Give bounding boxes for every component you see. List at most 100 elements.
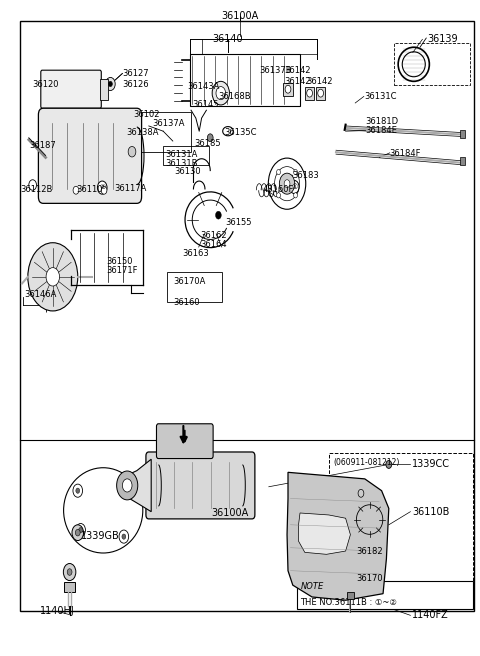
Text: 36184F: 36184F bbox=[390, 149, 421, 158]
Text: 36142: 36142 bbox=[285, 66, 311, 75]
Circle shape bbox=[108, 81, 112, 87]
Circle shape bbox=[117, 471, 138, 500]
Text: 36146A: 36146A bbox=[24, 290, 56, 299]
Circle shape bbox=[97, 181, 107, 194]
Text: 1339GB: 1339GB bbox=[81, 531, 120, 541]
Text: 36137B: 36137B bbox=[259, 66, 292, 75]
Text: 36110: 36110 bbox=[76, 185, 102, 194]
Text: 36127: 36127 bbox=[122, 69, 149, 78]
Bar bbox=[64, 582, 75, 592]
Circle shape bbox=[67, 569, 72, 575]
Polygon shape bbox=[120, 459, 151, 512]
Polygon shape bbox=[299, 513, 350, 554]
Circle shape bbox=[284, 180, 290, 188]
Circle shape bbox=[294, 193, 298, 198]
Circle shape bbox=[75, 529, 80, 536]
Text: 36131C: 36131C bbox=[364, 92, 396, 101]
Bar bbox=[190, 54, 300, 106]
Text: 36131B: 36131B bbox=[166, 159, 198, 168]
Circle shape bbox=[73, 186, 79, 194]
Text: 36139: 36139 bbox=[427, 34, 458, 44]
Circle shape bbox=[128, 146, 136, 157]
Circle shape bbox=[122, 479, 132, 492]
Text: 36100A: 36100A bbox=[221, 11, 259, 21]
Text: 36110B: 36110B bbox=[412, 506, 449, 517]
Bar bbox=[167, 272, 222, 302]
Text: 36117A: 36117A bbox=[114, 184, 146, 193]
Circle shape bbox=[79, 527, 83, 533]
Text: 1140HJ: 1140HJ bbox=[40, 606, 75, 617]
Text: 36112B: 36112B bbox=[20, 185, 52, 194]
Bar bbox=[100, 79, 108, 100]
Bar bbox=[163, 146, 209, 165]
FancyBboxPatch shape bbox=[156, 424, 213, 459]
Text: 36137A: 36137A bbox=[153, 119, 185, 129]
Text: 36142: 36142 bbox=[285, 77, 311, 86]
Circle shape bbox=[279, 173, 295, 194]
Circle shape bbox=[386, 461, 392, 468]
Text: ①: ① bbox=[291, 184, 298, 190]
Circle shape bbox=[101, 186, 107, 194]
Circle shape bbox=[276, 193, 280, 198]
FancyBboxPatch shape bbox=[38, 108, 142, 203]
Circle shape bbox=[358, 489, 364, 497]
Circle shape bbox=[106, 77, 115, 91]
Circle shape bbox=[119, 530, 129, 543]
Circle shape bbox=[285, 85, 291, 93]
Text: 36102: 36102 bbox=[133, 110, 160, 119]
Text: 1339CC: 1339CC bbox=[412, 459, 450, 469]
Bar bbox=[283, 83, 293, 96]
Circle shape bbox=[207, 134, 213, 142]
Text: 36187: 36187 bbox=[29, 141, 56, 150]
Text: 36126: 36126 bbox=[122, 80, 149, 89]
Circle shape bbox=[72, 525, 84, 541]
Text: 43160F: 43160F bbox=[263, 185, 294, 194]
Text: 36168B: 36168B bbox=[218, 92, 251, 101]
Bar bbox=[297, 581, 473, 609]
Circle shape bbox=[212, 81, 229, 105]
Text: 36184E: 36184E bbox=[366, 126, 397, 135]
Text: 36164: 36164 bbox=[201, 240, 227, 249]
Circle shape bbox=[76, 523, 85, 537]
Circle shape bbox=[307, 89, 312, 97]
FancyBboxPatch shape bbox=[41, 70, 101, 108]
Text: 36140: 36140 bbox=[213, 34, 243, 44]
Text: 1140FZ: 1140FZ bbox=[412, 610, 449, 621]
Circle shape bbox=[122, 534, 126, 539]
Bar bbox=[329, 453, 473, 581]
Text: NOTE: NOTE bbox=[300, 582, 324, 591]
Text: ②: ② bbox=[99, 184, 106, 190]
Text: 36171F: 36171F bbox=[107, 266, 138, 275]
Circle shape bbox=[276, 169, 280, 174]
Circle shape bbox=[73, 484, 83, 497]
Text: 36160: 36160 bbox=[173, 298, 199, 308]
Circle shape bbox=[46, 268, 60, 286]
Circle shape bbox=[216, 211, 221, 219]
Text: (060911-081212): (060911-081212) bbox=[334, 458, 400, 467]
Text: 36170: 36170 bbox=[356, 574, 383, 583]
Text: 36183: 36183 bbox=[292, 171, 319, 180]
Polygon shape bbox=[287, 472, 389, 600]
Text: 36155: 36155 bbox=[226, 218, 252, 227]
Circle shape bbox=[289, 180, 299, 194]
Text: THE NO.36111B : ①~②: THE NO.36111B : ①~② bbox=[300, 598, 397, 607]
Text: 36182: 36182 bbox=[356, 547, 383, 556]
Text: 36130: 36130 bbox=[174, 167, 201, 176]
Circle shape bbox=[28, 243, 78, 311]
Text: 36135C: 36135C bbox=[225, 128, 257, 137]
Text: 36163: 36163 bbox=[182, 249, 209, 258]
Text: 36162: 36162 bbox=[201, 231, 227, 240]
Bar bbox=[133, 112, 191, 152]
Circle shape bbox=[29, 180, 36, 190]
Bar bbox=[394, 43, 470, 85]
Circle shape bbox=[294, 169, 298, 174]
Text: 36142: 36142 bbox=[306, 77, 333, 86]
Bar bbox=[316, 87, 325, 100]
Circle shape bbox=[216, 87, 226, 100]
Bar bbox=[460, 130, 465, 138]
Text: 36145: 36145 bbox=[192, 100, 218, 109]
FancyBboxPatch shape bbox=[146, 452, 255, 519]
Text: 36100A: 36100A bbox=[211, 508, 248, 518]
Text: 36143A: 36143A bbox=[187, 82, 219, 91]
Text: 36131A: 36131A bbox=[166, 150, 198, 159]
